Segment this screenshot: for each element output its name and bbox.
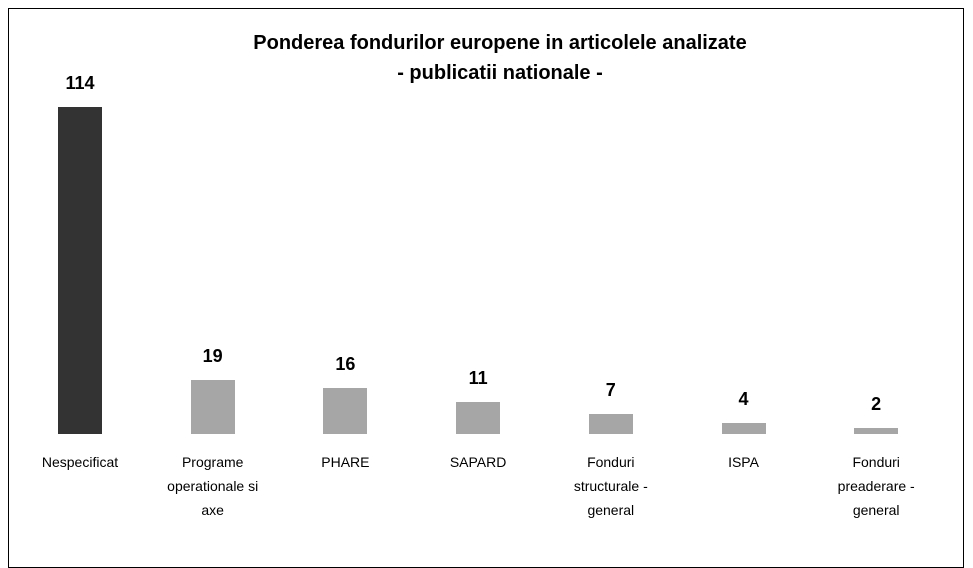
bar <box>58 107 102 434</box>
value-label: 4 <box>738 388 749 409</box>
value-label: 7 <box>605 379 616 400</box>
value-label: 2 <box>871 394 882 415</box>
x-tick-label: ISPA <box>728 454 759 470</box>
value-label: 16 <box>335 354 356 375</box>
bar <box>323 388 368 434</box>
x-tick-label: PHARE <box>321 454 370 470</box>
value-label: 19 <box>202 345 223 366</box>
x-tick-label: Fonduri structurale - general <box>573 454 648 518</box>
chart: Ponderea fondurilor europene in articole… <box>8 8 964 568</box>
chart-title: Ponderea fondurilor europene in articole… <box>253 32 747 54</box>
value-label: 114 <box>65 73 95 93</box>
bar <box>721 422 766 434</box>
chart-frame <box>8 8 964 568</box>
bar <box>190 379 235 434</box>
value-label: 11 <box>468 368 488 389</box>
x-tick-label: Nespecificat <box>41 454 119 470</box>
x-tick-label: Fonduri preaderare - general <box>837 454 915 518</box>
bar <box>854 428 899 434</box>
chart-subtitle: - publicatii nationale - <box>397 62 603 84</box>
x-tick-label: Programe operationale si axe <box>167 454 259 518</box>
x-tick-label: SAPARD <box>449 454 507 470</box>
bar <box>456 402 501 434</box>
bar <box>588 413 633 434</box>
